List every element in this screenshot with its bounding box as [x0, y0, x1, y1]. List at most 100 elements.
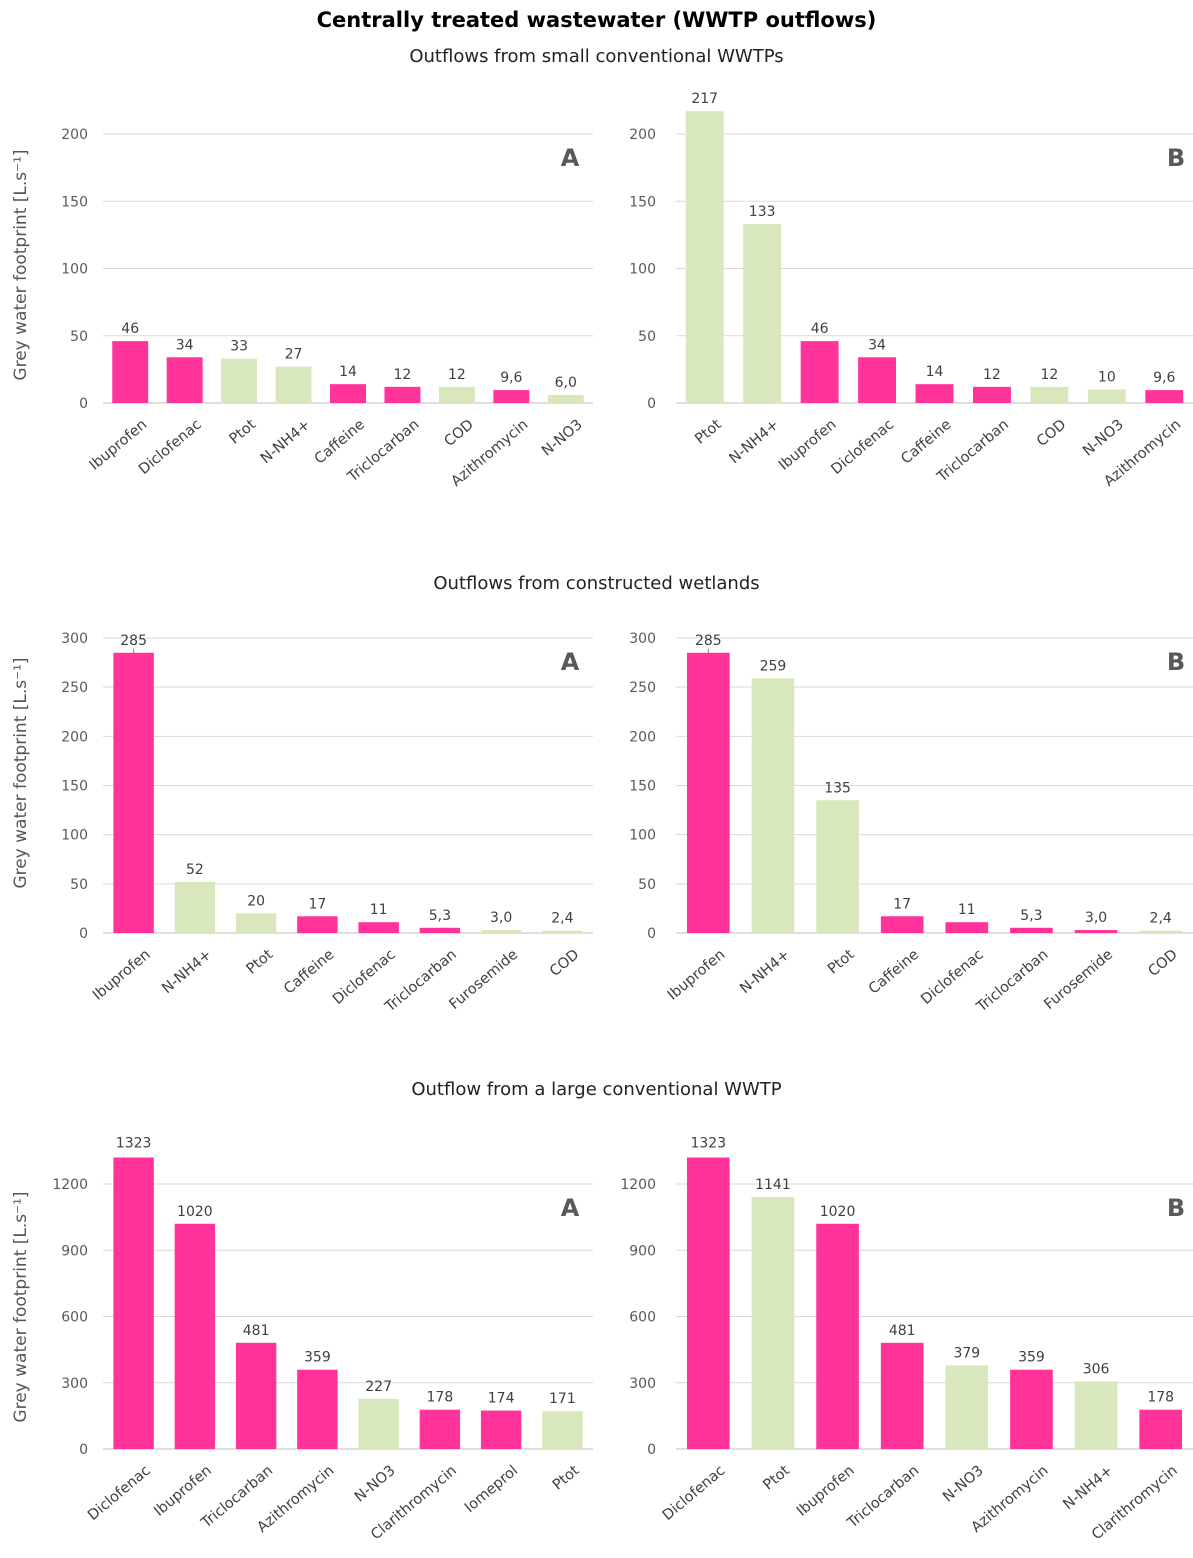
chart-1a-bar: [112, 341, 149, 403]
chart-2b-bar: [816, 800, 859, 933]
chart-3b-bar: [1074, 1381, 1118, 1449]
chart-2a-bar: [358, 922, 399, 933]
chart-3a-y-tick-label: 900: [61, 1243, 88, 1259]
chart-3b-panel-letter: B: [1167, 1194, 1185, 1222]
chart-2a-bar: [174, 881, 216, 933]
row-title-large-wwtp: Outflow from a large conventional WWTP: [411, 1079, 782, 1100]
chart-1a-value-label: 12: [394, 367, 412, 383]
chart-1b-value-label: 46: [811, 321, 829, 337]
chart-3b-y-tick-label: 600: [629, 1310, 656, 1326]
chart-3b-bar: [816, 1223, 859, 1449]
chart-3a-value-label: 1020: [177, 1204, 213, 1220]
chart-2a-value-label: 2,4: [551, 911, 573, 927]
chart-1b-value-label: 9,6: [1153, 370, 1175, 386]
chart-3b-y-tick-label: 300: [629, 1376, 656, 1392]
chart-2b-value-label: 135: [824, 780, 851, 796]
chart-1b-value-label: 10: [1098, 370, 1116, 386]
chart-3a-panel-letter: A: [561, 1194, 580, 1222]
chart-3a-bar: [297, 1369, 338, 1449]
chart-3a-category-label: Iomeprol: [462, 1463, 521, 1516]
chart-1a-value-label: 27: [285, 347, 303, 363]
chart-2b-panel-letter: B: [1167, 648, 1185, 676]
chart-2b-bar: [686, 652, 730, 933]
chart-2b-value-label: 2,4: [1150, 911, 1172, 927]
chart-3b-bar: [945, 1365, 989, 1449]
chart-2a-category-label: Caffeine: [281, 947, 337, 998]
chart-3b-value-label: 359: [1018, 1350, 1045, 1366]
chart-1b-category-label: Diclofenac: [828, 417, 897, 478]
chart-1b-bar: [915, 384, 954, 403]
chart-2b-category-label: Ibuprofen: [665, 947, 729, 1004]
chart-1b-value-label: 14: [926, 364, 944, 380]
chart-3b-bar: [686, 1157, 730, 1449]
chart-3b-value-label: 1323: [690, 1136, 726, 1152]
chart-2b-y-tick-label: 50: [638, 877, 656, 893]
chart-1b-y-tick-label: 150: [629, 194, 656, 210]
chart-2b-bar: [945, 922, 989, 933]
chart-1b-panel-letter: B: [1167, 144, 1185, 172]
chart-1a-y-tick-label: 150: [61, 194, 88, 210]
chart-3a-bar: [235, 1342, 277, 1449]
chart-2a-category-label: COD: [547, 947, 582, 980]
chart-1a-bar: [547, 394, 584, 403]
chart-1a-value-label: 46: [121, 321, 139, 337]
chart-2b-bar: [751, 678, 795, 933]
chart-2a-value-label: 5,3: [429, 908, 451, 924]
chart-3b-category-label: Diclofenac: [660, 1463, 729, 1524]
chart-3b-category-label: N-NH4+: [1060, 1463, 1116, 1513]
chart-2b-value-label: 5,3: [1020, 908, 1042, 924]
chart-1a-value-label: 9,6: [500, 370, 522, 386]
chart-1b-bar: [1145, 390, 1184, 403]
chart-3b-bar: [1010, 1369, 1053, 1449]
chart-3a-value-label: 171: [549, 1391, 576, 1407]
chart-2a-value-label: 3,0: [490, 910, 512, 926]
chart-2b-value-label: 3,0: [1085, 910, 1107, 926]
chart-3b-bar: [1139, 1409, 1183, 1449]
chart-2b-category-label: COD: [1145, 947, 1180, 980]
chart-3a-y-tick-label: 300: [61, 1376, 88, 1392]
chart-1a-y-tick-label: 200: [61, 127, 88, 143]
chart-2b-y-tick-label: 0: [647, 926, 656, 942]
chart-1a-category-label: N-NO3: [539, 417, 586, 460]
chart-2a-bar: [297, 916, 338, 933]
chart-1b-bar: [1087, 389, 1126, 403]
chart-3a-value-label: 1323: [116, 1136, 152, 1152]
chart-1b-category-label: Caffeine: [898, 417, 954, 468]
chart-3b-category-label: N-NO3: [940, 1463, 987, 1506]
chart-2a-bar: [542, 930, 583, 933]
chart-1a-panel-letter: A: [561, 144, 580, 172]
chart-1a-category-label: N-NH4+: [258, 417, 314, 467]
chart-3a-category-label: Ibuprofen: [151, 1463, 215, 1520]
chart-3b-value-label: 306: [1083, 1361, 1110, 1377]
chart-1a-value-label: 12: [448, 367, 466, 383]
chart-2b-value-label: 285: [695, 633, 722, 649]
chart-3a-y-tick-label: 600: [61, 1310, 88, 1326]
chart-3b-value-label: 178: [1147, 1390, 1174, 1406]
chart-3a-value-label: 481: [243, 1323, 270, 1339]
chart-2b-bar: [1074, 930, 1118, 933]
chart-1a-y-tick-label: 0: [79, 396, 88, 412]
chart-2a-y-tick-label: 200: [61, 729, 88, 745]
chart-1b-y-tick-label: 50: [638, 329, 656, 345]
chart-2b-y-tick-label: 100: [629, 828, 656, 844]
chart-2b-category-label: Ptot: [825, 947, 858, 978]
chart-1b-value-label: 12: [1040, 367, 1058, 383]
chart-2a-panel-letter: A: [561, 648, 580, 676]
chart-1a-bar: [493, 390, 530, 403]
chart-2a-y-tick-label: 100: [61, 828, 88, 844]
chart-3b-y-tick-label: 900: [629, 1243, 656, 1259]
chart-1b-category-label: COD: [1034, 417, 1069, 450]
chart-2a-value-label: 20: [247, 893, 265, 909]
chart-1a-bar: [384, 386, 421, 403]
chart-2b-y-tick-label: 300: [629, 631, 656, 647]
chart-2a-category-label: Ptot: [244, 947, 277, 978]
chart-3b-bar: [751, 1197, 795, 1449]
chart-2a-category-label: N-NH4+: [159, 947, 215, 997]
chart-2b-y-tick-label: 250: [629, 680, 656, 696]
chart-1b-bar: [800, 341, 839, 403]
chart-1a-bar: [275, 366, 312, 403]
chart-2b-y-tick-label: 150: [629, 779, 656, 795]
chart-3a-category-label: Ptot: [550, 1463, 583, 1494]
chart-1b-bar: [1030, 386, 1069, 403]
